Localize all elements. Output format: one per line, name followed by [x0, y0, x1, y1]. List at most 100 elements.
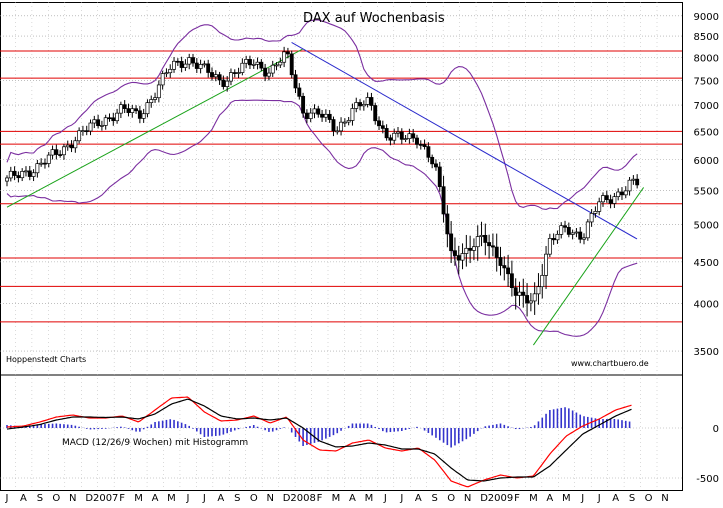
candle-body [392, 132, 397, 141]
candle-body [384, 128, 389, 139]
month-tick-label: F [514, 493, 520, 503]
candle-body [490, 245, 495, 248]
candle-body [460, 253, 465, 261]
candle-body [403, 138, 408, 140]
candle-body [312, 108, 317, 114]
candle-body [449, 233, 454, 252]
candle-body [54, 149, 59, 155]
month-tick-label: A [415, 493, 422, 503]
candle-body [547, 238, 552, 255]
source-label: Hoppenstedt Charts [6, 355, 86, 364]
candle-body [73, 140, 78, 149]
candle-body [210, 72, 214, 78]
month-tick-label: M [365, 493, 374, 503]
month-tick-label: O [52, 493, 60, 503]
macd-title: MACD (12/26/9 Wochen) mit Histogramm [62, 438, 248, 448]
month-tick-label: O [447, 493, 455, 503]
candle-body [301, 95, 306, 114]
candle-body [92, 119, 97, 124]
candle-body [361, 104, 366, 107]
lower-band [6, 99, 638, 337]
candle-body [574, 231, 579, 234]
month-tick-label: J [5, 493, 9, 503]
plot-frame [0, 2, 683, 491]
candle-body [551, 238, 556, 241]
candle-body [593, 211, 598, 214]
candle-body [373, 105, 378, 122]
candle-body [517, 291, 522, 296]
candle-body [183, 63, 188, 68]
candle-body [418, 144, 423, 146]
month-tick-label: 2009 [488, 493, 513, 503]
month-tick-label: A [546, 493, 553, 503]
candle-body [137, 110, 142, 119]
candle-body [502, 265, 507, 269]
candle-body [58, 154, 63, 156]
candle-body [604, 195, 609, 200]
candle-body [346, 120, 351, 123]
month-tick-label: J [597, 493, 601, 503]
candle-body [350, 108, 355, 121]
candle-body [274, 64, 279, 67]
candle-body [536, 286, 541, 295]
month-tick-label: M [529, 493, 538, 503]
candle-body [255, 61, 260, 65]
candle-body [608, 199, 613, 204]
candle-body [69, 144, 74, 149]
candle-body [358, 102, 362, 107]
candle-body [377, 120, 381, 127]
price-tick-label: 4000 [694, 300, 719, 311]
candle-body [597, 201, 602, 212]
candle-body [441, 186, 446, 215]
candle-body [175, 60, 180, 63]
month-tick-label: D [85, 493, 93, 503]
candle-body [240, 62, 245, 73]
month-tick-label: A [217, 493, 224, 503]
candle-body [221, 79, 226, 87]
candle-body [236, 72, 241, 74]
candle-body [84, 130, 89, 133]
candle-body [578, 231, 583, 240]
month-tick-label: 2008 [290, 493, 315, 503]
month-tick-label: A [20, 493, 27, 503]
candle-body [528, 300, 533, 304]
candle-body [399, 131, 404, 140]
candle-body [479, 234, 484, 237]
candle-body [156, 84, 161, 99]
candle-body [153, 97, 157, 100]
candle-body [130, 108, 135, 113]
candle-body [452, 250, 457, 256]
candle-body [103, 117, 108, 126]
candle-body [468, 247, 473, 251]
month-tick-label: J [383, 493, 387, 503]
candle-body [217, 74, 222, 81]
candle-body [65, 144, 70, 148]
candle-body [179, 61, 184, 68]
price-tick-label: 8000 [694, 54, 719, 65]
candle-body [43, 162, 47, 165]
candle-body [620, 191, 624, 196]
candle-body [483, 234, 488, 243]
candle-body [5, 177, 9, 182]
month-tick-label: S [432, 493, 438, 503]
candle-body [77, 130, 82, 142]
candle-body [88, 122, 93, 132]
candle-body [570, 232, 575, 235]
price-tick-label: 9000 [694, 12, 719, 23]
month-tick-label: N [69, 493, 76, 503]
candle-body [585, 221, 590, 239]
candle-body [506, 267, 511, 275]
candle-body [251, 63, 256, 66]
candle-body [335, 130, 340, 133]
month-tick-label: N [661, 493, 668, 503]
candle-body [316, 108, 321, 115]
candle-body [422, 144, 427, 147]
candle-body [194, 62, 199, 69]
candle-body [118, 104, 123, 114]
candle-body [464, 247, 469, 254]
month-tick-label: O [645, 493, 653, 503]
candle-body [601, 195, 605, 203]
candle-body [498, 257, 503, 266]
price-tick-label: 7000 [694, 101, 719, 112]
